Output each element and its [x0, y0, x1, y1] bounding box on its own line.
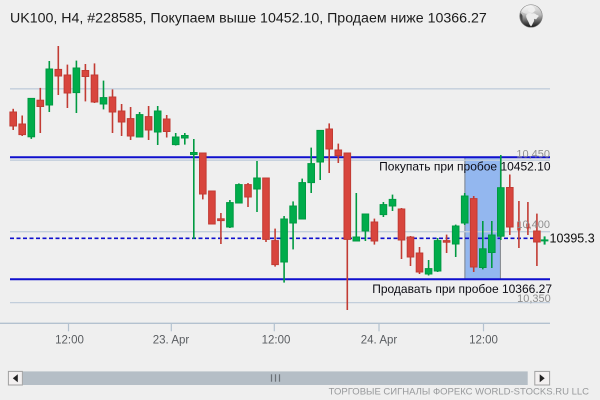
svg-text:24. Apr: 24. Apr [361, 335, 398, 347]
svg-text:Продавать при пробое 10366.27: Продавать при пробое 10366.27 [372, 282, 552, 296]
svg-text:10,450: 10,450 [516, 149, 550, 161]
svg-text:ТОРГОВЫЕ СИГНАЛЫ ФОРЕКС WORLD-: ТОРГОВЫЕ СИГНАЛЫ ФОРЕКС WORLD-STOCKS.RU … [329, 387, 590, 398]
svg-text:Покупать при пробое 10452.10: Покупать при пробое 10452.10 [379, 160, 551, 174]
svg-text:10395.3: 10395.3 [550, 232, 595, 246]
svg-text:10,400: 10,400 [516, 219, 550, 231]
svg-text:12:00: 12:00 [469, 335, 498, 347]
svg-text:UK100, H4, #228585, Покупаем в: UK100, H4, #228585, Покупаем выше 10452.… [10, 10, 487, 26]
svg-text:12:00: 12:00 [262, 335, 291, 347]
svg-text:12:00: 12:00 [55, 335, 84, 347]
svg-text:23. Apr: 23. Apr [153, 335, 190, 347]
svg-text:10,350: 10,350 [517, 293, 551, 305]
